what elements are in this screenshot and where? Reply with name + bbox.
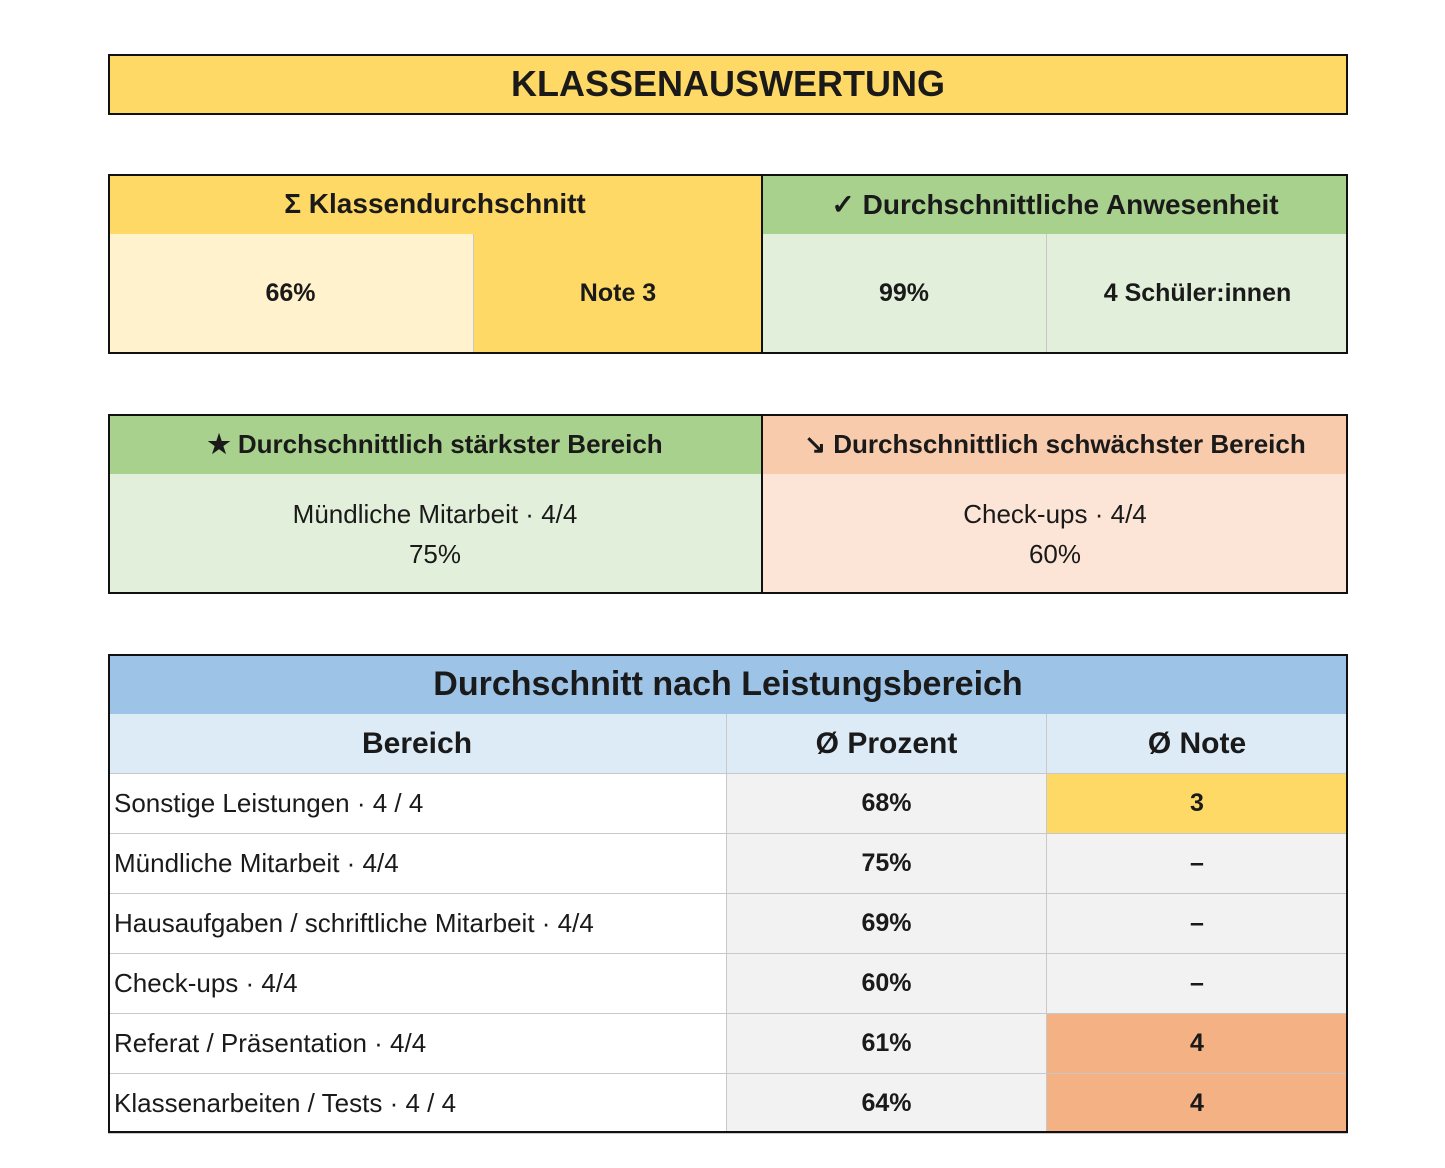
area-grade: 4 <box>1047 1074 1348 1134</box>
area-percent: 61% <box>727 1014 1047 1074</box>
strongest-cell: Mündliche Mitarbeit · 4/4 75% <box>108 474 762 593</box>
page-title: KLASSENAUSWERTUNG <box>108 54 1348 114</box>
strongest-header: ★ Durchschnittlich stärkster Bereich <box>108 414 762 474</box>
strongest-name: Mündliche Mitarbeit · 4/4 <box>292 498 578 529</box>
area-grade: 3 <box>1047 774 1348 834</box>
area-grade: – <box>1047 894 1348 954</box>
average-header: Σ Klassendurchschnitt <box>108 174 762 234</box>
table-title: Durchschnitt nach Leistungsbereich <box>108 654 1348 714</box>
area-percent: 64% <box>727 1074 1047 1134</box>
area-percent: 60% <box>727 954 1047 1014</box>
column-header: Ø Note <box>1047 714 1348 774</box>
area-name: Klassenarbeiten / Tests · 4 / 4 <box>108 1074 727 1134</box>
weakest-cell: Check-ups · 4/4 60% <box>762 474 1348 593</box>
area-percent: 75% <box>727 834 1047 894</box>
student-count: 4 Schüler:innen <box>1047 234 1348 353</box>
weakest-percent: 60% <box>1028 538 1082 569</box>
area-grade: – <box>1047 834 1348 894</box>
area-name: Check-ups · 4/4 <box>108 954 727 1014</box>
area-name: Mündliche Mitarbeit · 4/4 <box>108 834 727 894</box>
attendance-percent: 99% <box>762 234 1047 353</box>
column-header: Bereich <box>108 714 727 774</box>
attendance-header: ✓ Durchschnittliche Anwesenheit <box>762 174 1348 234</box>
area-grade: 4 <box>1047 1014 1348 1074</box>
divider <box>761 414 763 594</box>
weakest-header: ↘ Durchschnittlich schwächster Bereich <box>762 414 1348 474</box>
divider <box>761 174 763 354</box>
average-percent: 66% <box>108 234 474 353</box>
area-name: Referat / Präsentation · 4/4 <box>108 1014 727 1074</box>
area-name: Hausaufgaben / schriftliche Mitarbeit · … <box>108 894 727 954</box>
area-name: Sonstige Leistungen · 4 / 4 <box>108 774 727 834</box>
average-grade: Note 3 <box>474 234 762 353</box>
area-grade: – <box>1047 954 1348 1014</box>
weakest-name: Check-ups · 4/4 <box>963 498 1147 529</box>
area-percent: 69% <box>727 894 1047 954</box>
strongest-percent: 75% <box>408 538 462 569</box>
area-percent: 68% <box>727 774 1047 834</box>
column-header: Ø Prozent <box>727 714 1047 774</box>
